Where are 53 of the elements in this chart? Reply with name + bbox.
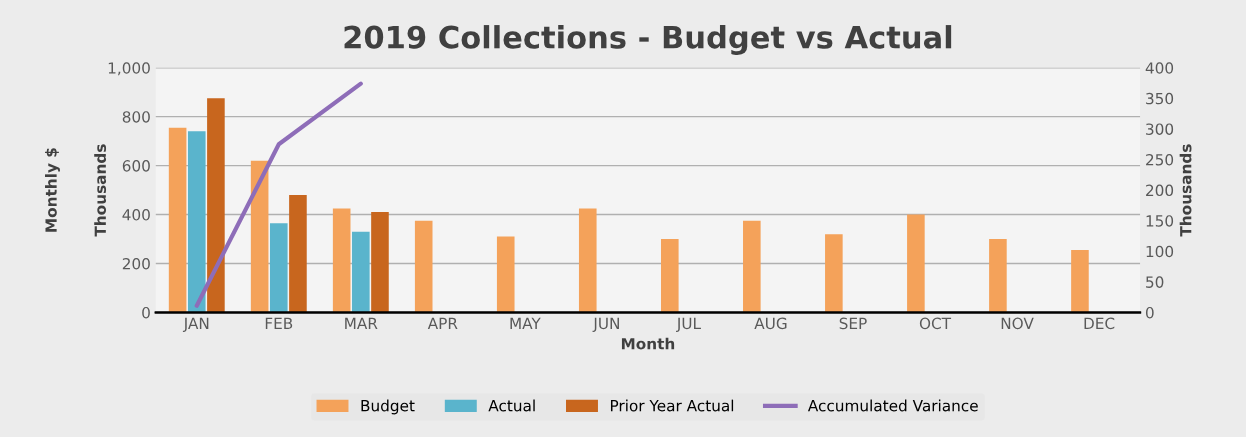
bar	[168, 127, 187, 313]
y2-tick-label: 350	[1146, 92, 1174, 105]
bar	[660, 239, 679, 313]
bar	[352, 231, 370, 313]
x-tick-label: JUL	[676, 317, 701, 332]
legend-label: Budget	[361, 399, 415, 415]
y2-tick-label: 250	[1146, 153, 1174, 166]
x-tick-label: JAN	[182, 317, 209, 332]
y-tick-label: 0	[142, 306, 150, 319]
bar	[496, 236, 515, 313]
y2-tick-label: 150	[1146, 215, 1174, 227]
x-tick-label: MAR	[345, 317, 378, 329]
y2-axis-title: Thousands	[1179, 144, 1192, 237]
bar	[207, 98, 225, 313]
bar	[414, 220, 433, 313]
x-tick-label: OCT	[919, 317, 952, 330]
bar	[371, 212, 389, 313]
bar	[989, 239, 1007, 313]
y-axis-title: Monthly $	[45, 148, 60, 232]
y-tick-label: 1,000	[108, 62, 150, 76]
y-tick-label: 400	[122, 209, 150, 221]
x-axis-title: Month	[621, 337, 675, 350]
legend-label: Actual	[488, 399, 535, 412]
y-tick-label: 200	[122, 257, 150, 270]
y2-tick-label: 0	[1145, 306, 1154, 319]
y2-tick-label: 300	[1146, 123, 1174, 135]
x-tick-label: JUN	[592, 317, 619, 332]
y2-tick-label: 100	[1146, 245, 1174, 258]
bar	[1071, 250, 1089, 313]
y2-tick-label: 400	[1145, 62, 1174, 74]
bar	[332, 208, 351, 313]
text: Thousands	[94, 144, 107, 237]
x-tick-label: AUG	[754, 317, 787, 330]
bar	[743, 220, 761, 313]
bar	[289, 194, 307, 313]
x-tick-label: DEC	[1084, 317, 1115, 330]
y2-tick-label: 50	[1146, 276, 1164, 288]
bar	[825, 234, 843, 313]
bar	[269, 223, 288, 313]
x-tick-label: SEP	[839, 317, 867, 330]
legend-label: Prior Year Actual	[610, 399, 734, 412]
y2-tick-label: 200	[1146, 184, 1174, 197]
legend-label: Accumulated Variance	[807, 399, 978, 412]
y-tick-label: 600	[122, 160, 150, 172]
bar	[187, 131, 206, 313]
x-tick-label: MAY	[510, 317, 541, 329]
x-tick-label: APR	[427, 317, 458, 329]
x-tick-label: NOV	[1001, 317, 1034, 330]
x-tick-label: FEB	[265, 317, 293, 329]
chart-title: 2019 Collections - Budget vs Actual	[344, 25, 952, 55]
bar	[907, 214, 925, 313]
bar	[578, 208, 597, 313]
y-tick-label: 800	[122, 111, 150, 123]
